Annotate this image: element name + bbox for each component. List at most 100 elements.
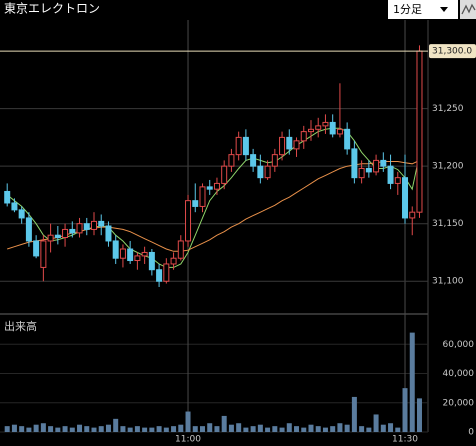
candle-body bbox=[69, 228, 76, 234]
candle-body bbox=[127, 248, 134, 262]
volume-bar bbox=[199, 426, 205, 432]
volume-bar bbox=[257, 424, 263, 432]
last-price-box bbox=[429, 44, 476, 59]
volume-bar bbox=[192, 426, 198, 432]
candle-body bbox=[112, 240, 119, 259]
candle-body bbox=[307, 128, 314, 133]
volume-bar bbox=[236, 423, 242, 432]
candle-body bbox=[25, 217, 32, 242]
volume-bar bbox=[178, 424, 184, 432]
volume-bar bbox=[19, 426, 25, 432]
volume-bar bbox=[33, 424, 39, 432]
volume-bar bbox=[250, 426, 256, 432]
volume-bar bbox=[395, 427, 401, 432]
candle-body bbox=[235, 136, 242, 156]
candle-body bbox=[402, 177, 409, 219]
volume-bar bbox=[315, 426, 321, 432]
candle-body bbox=[257, 165, 264, 179]
volume-title: 出来高 bbox=[4, 319, 37, 333]
candle-body bbox=[409, 211, 416, 219]
candle-body bbox=[170, 257, 177, 265]
candle-body bbox=[373, 159, 380, 173]
volume-bar bbox=[77, 424, 83, 432]
candle-body bbox=[293, 140, 300, 150]
interval-label: 1分足 bbox=[393, 3, 422, 16]
moving-average-line bbox=[7, 159, 420, 252]
y-tick-label: 0 bbox=[468, 428, 474, 438]
candle-body bbox=[300, 131, 307, 142]
volume-bar bbox=[286, 423, 292, 432]
candle-body bbox=[394, 177, 401, 184]
volume-bar bbox=[308, 424, 314, 432]
candle-body bbox=[47, 234, 54, 242]
candle-body bbox=[336, 128, 343, 135]
candle-body bbox=[33, 240, 40, 257]
y-tick-label: 31,200 bbox=[432, 162, 464, 172]
interval-dropdown[interactable] bbox=[388, 0, 458, 19]
candle-body bbox=[380, 159, 387, 167]
y-tick-label: 40,000 bbox=[443, 369, 475, 379]
volume-bar bbox=[163, 427, 169, 432]
volume-bar bbox=[214, 426, 220, 432]
volume-bar bbox=[48, 426, 54, 432]
volume-bar bbox=[322, 427, 328, 432]
candle-body bbox=[185, 200, 192, 242]
candle-body bbox=[62, 228, 69, 238]
candle-body bbox=[365, 167, 372, 173]
candle-body bbox=[322, 121, 329, 127]
volume-bar bbox=[127, 427, 133, 432]
y-tick-label: 60,000 bbox=[443, 340, 475, 350]
candle-body bbox=[148, 251, 155, 271]
volume-bar bbox=[344, 424, 350, 432]
volume-bar bbox=[171, 426, 177, 432]
candle-body bbox=[134, 255, 141, 262]
candle-body bbox=[76, 223, 83, 234]
volume-bar bbox=[91, 427, 97, 432]
volume-bar bbox=[84, 426, 90, 432]
x-tick-label: 11:00 bbox=[175, 435, 201, 445]
volume-bar bbox=[134, 426, 140, 432]
candle-body bbox=[192, 200, 199, 207]
volume-bar bbox=[351, 396, 357, 432]
volume-bar bbox=[105, 424, 111, 432]
candle-body bbox=[213, 182, 220, 190]
volume-bar bbox=[149, 427, 155, 432]
candle-body bbox=[221, 165, 228, 184]
volume-bar bbox=[11, 424, 17, 432]
volume-bar bbox=[243, 427, 249, 432]
volume-bar bbox=[416, 398, 422, 432]
volume-bar bbox=[156, 426, 162, 432]
candle-body bbox=[206, 186, 213, 190]
candle-body bbox=[271, 154, 278, 167]
chart-type-icon bbox=[461, 3, 476, 15]
volume-bar bbox=[272, 426, 278, 432]
candle-body bbox=[329, 121, 336, 135]
volume-bar bbox=[402, 388, 408, 432]
volume-bar bbox=[40, 423, 46, 432]
volume-bar bbox=[337, 423, 343, 432]
stock-title: 東京エレクトロン bbox=[4, 2, 100, 16]
volume-bar bbox=[366, 427, 372, 432]
volume-bar bbox=[120, 426, 126, 432]
volume-bar bbox=[265, 427, 271, 432]
candle-body bbox=[4, 190, 11, 204]
volume-bar bbox=[330, 426, 336, 432]
candle-body bbox=[163, 263, 170, 282]
x-tick-label: 11:30 bbox=[392, 435, 418, 445]
volume-bar bbox=[113, 418, 119, 432]
candle-body bbox=[156, 269, 163, 282]
candle-body bbox=[105, 225, 112, 242]
candle-body bbox=[199, 186, 206, 207]
candle-body bbox=[315, 125, 322, 130]
candle-body bbox=[141, 251, 148, 257]
candle-body bbox=[18, 209, 25, 219]
volume-bar bbox=[62, 426, 68, 432]
y-tick-label: 31,150 bbox=[432, 219, 464, 229]
candle-body bbox=[286, 136, 293, 150]
volume-bar bbox=[185, 411, 191, 432]
volume-bar bbox=[388, 423, 394, 432]
candle-body bbox=[11, 202, 18, 211]
candle-body bbox=[387, 165, 394, 184]
volume-bar bbox=[4, 426, 10, 432]
